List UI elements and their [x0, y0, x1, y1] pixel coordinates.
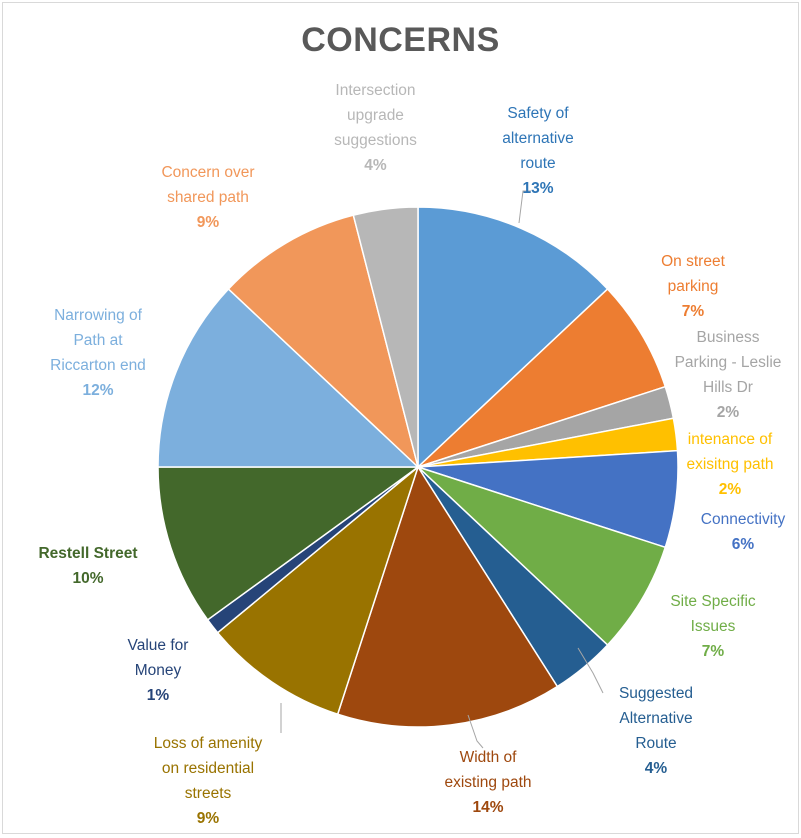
- slice-percent: 4%: [644, 760, 668, 777]
- slice-label: On street parking 7%: [633, 249, 753, 324]
- slice-label-text: On street parking: [661, 253, 725, 295]
- leader-line: [467, 714, 484, 749]
- slice-percent: 12%: [82, 382, 114, 399]
- slice-percent: 2%: [718, 481, 742, 498]
- leader-line: [577, 647, 604, 694]
- pie-slice: [157, 287, 420, 468]
- slice-label-text: Narrowing of Path at Riccarton end: [50, 307, 146, 374]
- slice-label: intenance of exisitng path 2%: [665, 427, 795, 502]
- pie-slice: [336, 465, 559, 728]
- slice-label-text: intenance of exisitng path: [686, 431, 774, 473]
- chart-title: CONCERNS: [301, 21, 500, 59]
- leader-line: [518, 190, 531, 224]
- slice-label-text: Business Parking - Leslie Hills Dr: [674, 329, 782, 396]
- slice-label: Intersection upgrade suggestions 4%: [303, 78, 448, 178]
- slice-percent: 7%: [681, 303, 705, 320]
- pie-slice: [417, 206, 609, 469]
- slice-label: Width of existing path 14%: [423, 745, 553, 820]
- slice-label: Restell Street 10%: [23, 541, 153, 591]
- slice-label-text: Concern over shared path: [161, 164, 255, 206]
- pie-slice: [216, 464, 420, 716]
- slice-percent: 1%: [146, 687, 170, 704]
- slice-percent: 9%: [196, 810, 220, 827]
- slice-percent: 14%: [472, 799, 504, 816]
- slice-label-text: Value for Money: [127, 637, 189, 679]
- slice-label: Business Parking - Leslie Hills Dr 2%: [663, 325, 793, 425]
- slice-label: Suggested Alternative Route 4%: [601, 681, 711, 781]
- pie-slice: [417, 287, 667, 468]
- slice-label-text: Loss of amenity on residential streets: [153, 735, 263, 802]
- slice-percent: 6%: [731, 536, 755, 553]
- slice-label: Safety of alternative route 13%: [473, 101, 603, 201]
- pie-slice: [227, 214, 420, 470]
- slice-percent: 10%: [72, 570, 104, 587]
- slice-label-text: Intersection upgrade suggestions: [334, 82, 417, 149]
- pie-slice: [157, 466, 421, 621]
- pie-slices: [157, 206, 679, 728]
- slice-label-text: Safety of alternative route: [502, 105, 574, 172]
- leader-lines: [280, 190, 604, 749]
- slice-label-text: Site Specific Issues: [670, 593, 756, 635]
- slice-percent: 4%: [364, 157, 387, 174]
- slice-label-text: Suggested Alternative Route: [618, 685, 694, 752]
- pie-chart: [157, 190, 679, 749]
- slice-label-text: Restell Street: [38, 545, 138, 562]
- slice-percent: 9%: [196, 214, 220, 231]
- slice-percent: 2%: [716, 404, 740, 421]
- slice-label: Concern over shared path 9%: [138, 160, 278, 235]
- pie-slice: [417, 466, 667, 647]
- slice-percent: 7%: [701, 643, 725, 660]
- slice-label-text: Width of existing path: [444, 749, 532, 791]
- slice-label: Site Specific Issues 7%: [653, 589, 773, 664]
- slice-label: Narrowing of Path at Riccarton end 12%: [23, 303, 173, 403]
- pie-slice: [352, 206, 419, 468]
- slice-label-text: Connectivity: [700, 511, 786, 528]
- slice-percent: 13%: [522, 180, 554, 197]
- slice-label: Connectivity 6%: [683, 507, 801, 557]
- slice-label: Loss of amenity on residential streets 9%: [133, 731, 283, 831]
- slice-label: Value for Money 1%: [103, 633, 213, 708]
